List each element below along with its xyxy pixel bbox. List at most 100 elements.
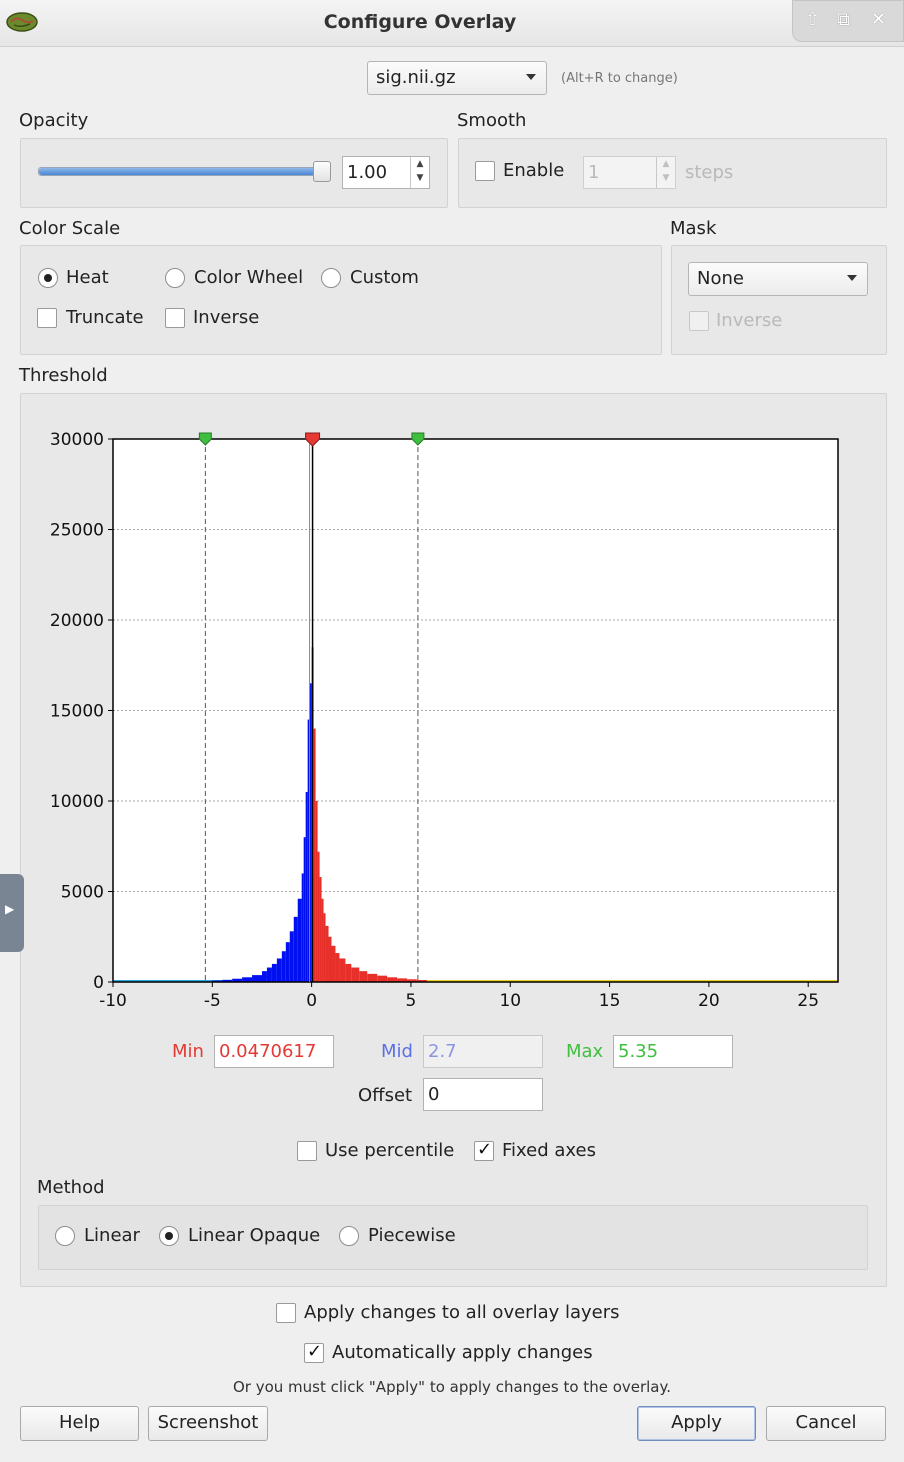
window-title: Configure Overlay: [323, 11, 517, 33]
color-wheel-label: Color Wheel: [194, 267, 304, 288]
overlay-select-value: sig.nii.gz: [376, 67, 456, 88]
apply-button[interactable]: Apply: [637, 1406, 756, 1441]
negative-bar: [307, 719, 310, 982]
linear-opaque-radio[interactable]: [159, 1226, 179, 1246]
smooth-label: Smooth: [457, 110, 527, 131]
negative-bar: [276, 958, 282, 982]
smooth-steps-spinbox[interactable]: 1 ▲ ▼: [583, 156, 676, 189]
restore-icon[interactable]: ⧉: [837, 9, 850, 30]
positive-bar: [331, 945, 336, 982]
negative-bar: [242, 977, 253, 982]
custom-radio[interactable]: [321, 268, 341, 288]
expand-arrow-icon: ▶: [5, 902, 15, 916]
use-percentile-checkbox[interactable]: [297, 1141, 317, 1161]
positive-bar: [317, 851, 320, 982]
color-wheel-radio[interactable]: [165, 268, 185, 288]
positive-bar: [313, 728, 316, 982]
smooth-steps-value: 1: [588, 162, 600, 183]
opacity-slider-track[interactable]: [38, 167, 323, 176]
positive-bar: [359, 971, 368, 982]
max-value: 5.35: [618, 1041, 659, 1062]
negative-bar: [281, 951, 286, 982]
histogram-chart[interactable]: 0 5000 10000 15000 20000 25000 30000 -10 -5 0 5 10 1…: [30, 425, 860, 1020]
mask-label: Mask: [670, 218, 717, 239]
opacity-slider-handle[interactable]: [313, 161, 331, 182]
truncate-checkbox[interactable]: [37, 308, 57, 328]
color-scale-label: Color Scale: [19, 218, 121, 239]
negative-bar: [301, 873, 304, 982]
opacity-spinbox[interactable]: 1.00 ▲ ▼: [342, 156, 430, 189]
help-button[interactable]: Help: [20, 1406, 139, 1441]
title-bar: [0, 0, 904, 47]
offset-label: Offset: [358, 1085, 413, 1106]
inverse-label: Inverse: [193, 307, 260, 328]
cancel-button[interactable]: Cancel: [766, 1406, 886, 1441]
mask-inverse-label: Inverse: [716, 310, 783, 331]
positive-bar: [351, 967, 360, 982]
max-input[interactable]: 5.35: [613, 1035, 733, 1068]
opacity-slider-fill: [39, 168, 322, 175]
chart-markers[interactable]: [198, 432, 425, 982]
piecewise-label: Piecewise: [368, 1225, 456, 1246]
linear-opaque-label: Linear Opaque: [188, 1225, 321, 1246]
side-dock-handle[interactable]: ▶: [0, 874, 24, 952]
overlay-hint: (Alt+R to change): [561, 71, 678, 86]
negative-bar: [266, 967, 272, 982]
x-tick-label: 0: [306, 991, 317, 1011]
auto-apply-checkbox[interactable]: [304, 1341, 324, 1363]
negative-bar: [271, 963, 277, 982]
y-tick-label: 5000: [61, 883, 104, 903]
mid-value: 2.7: [428, 1041, 457, 1062]
positive-bar: [345, 963, 352, 982]
mask-select[interactable]: None: [688, 262, 868, 296]
positive-bar: [387, 977, 398, 982]
fixed-axes-checkbox[interactable]: [474, 1139, 494, 1161]
shade-icon[interactable]: ⇧: [805, 9, 821, 30]
close-icon[interactable]: ✕: [871, 9, 887, 30]
negative-bar: [309, 683, 312, 982]
method-label: Method: [37, 1177, 105, 1198]
piecewise-radio[interactable]: [339, 1226, 359, 1246]
y-tick-label: 20000: [50, 611, 104, 631]
negative-bar: [252, 975, 262, 982]
x-tick-label: 25: [797, 991, 819, 1011]
offset-input[interactable]: 0: [423, 1078, 543, 1111]
mid-input[interactable]: 2.7: [423, 1035, 543, 1068]
spin-arrows-icon[interactable]: ▲ ▼: [410, 157, 429, 188]
chevron-down-icon: [847, 275, 857, 281]
max-marker-icon: [198, 432, 212, 446]
positive-bar: [397, 978, 407, 982]
linear-radio[interactable]: [55, 1226, 75, 1246]
negative-bar: [293, 916, 298, 982]
heat-radio[interactable]: [38, 268, 58, 288]
apply-note: Or you must click "Apply" to apply chang…: [232, 1378, 672, 1396]
smooth-enable-checkbox[interactable]: [475, 161, 495, 181]
positive-bar: [323, 913, 326, 982]
mask-inverse-checkbox[interactable]: [689, 311, 709, 331]
positive-bar: [335, 953, 340, 982]
apply-all-layers-checkbox[interactable]: [276, 1303, 296, 1323]
mid-label: Mid: [381, 1041, 413, 1062]
negative-bar: [289, 931, 294, 982]
min-marker-icon: [305, 432, 321, 447]
app-logo-icon: [6, 10, 38, 34]
screenshot-button[interactable]: Screenshot: [148, 1406, 268, 1441]
apply-all-layers-label: Apply changes to all overlay layers: [304, 1302, 620, 1323]
negative-bar: [303, 837, 306, 982]
overlay-select[interactable]: sig.nii.gz: [367, 61, 547, 95]
truncate-label: Truncate: [66, 307, 144, 328]
use-percentile-label: Use percentile: [325, 1140, 455, 1161]
x-tick-label: 5: [406, 991, 417, 1011]
positive-bar: [315, 801, 318, 982]
positive-bar: [377, 975, 388, 982]
positive-bar: [325, 925, 329, 982]
inverse-checkbox[interactable]: [165, 308, 185, 328]
y-tick-label: 25000: [50, 521, 104, 541]
fixed-axes-label: Fixed axes: [502, 1140, 596, 1161]
min-input[interactable]: 0.0470617: [214, 1035, 334, 1068]
positive-bar: [406, 979, 417, 982]
negative-bar: [285, 942, 290, 982]
smooth-steps-label: steps: [685, 162, 734, 183]
y-tick-label: 10000: [50, 792, 104, 812]
negative-bar: [305, 791, 308, 982]
